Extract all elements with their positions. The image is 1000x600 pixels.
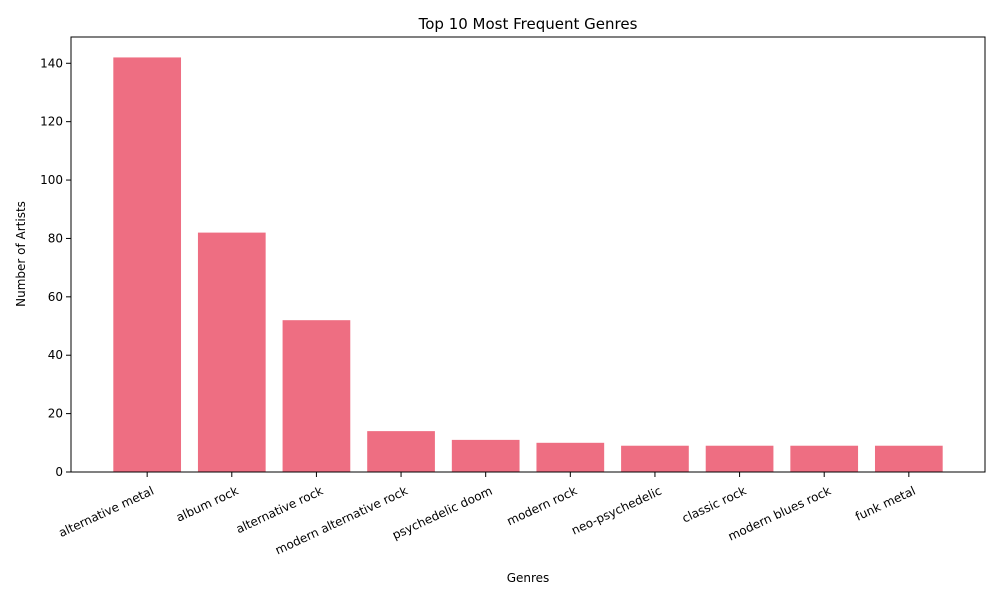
bar-funk-metal [874, 445, 943, 472]
y-tick-label: 100 [40, 173, 63, 187]
plot-frame [70, 36, 986, 473]
x-tick-label: classic rock [680, 484, 749, 526]
y-tick-label: 0 [55, 465, 63, 479]
x-tick-label: funk metal [853, 484, 918, 524]
y-tick-label: 60 [48, 290, 63, 304]
bar-modern-rock [536, 442, 605, 472]
x-tick-label: modern rock [505, 484, 580, 529]
bar-psychedelic-doom [451, 439, 520, 472]
x-tick-label: alternative metal [56, 484, 156, 540]
bar-alternative-metal [113, 57, 182, 472]
y-tick-label: 140 [40, 56, 63, 70]
y-tick-label: 80 [48, 231, 63, 245]
chart-title: Top 10 Most Frequent Genres [418, 15, 638, 33]
bar-classic-rock [705, 445, 774, 472]
bar-album-rock [197, 232, 266, 472]
x-tick-label: album rock [174, 484, 241, 525]
y-tick-label: 20 [48, 407, 63, 421]
bar-alternative-rock [282, 320, 351, 472]
bar-neo-psychedelic [621, 445, 689, 472]
x-tick-label: neo-psychedelic [569, 484, 663, 538]
bar-modern-alternative-rock [367, 431, 435, 472]
y-axis-label: Number of Artists [14, 201, 28, 307]
bar-modern-blues-rock [790, 445, 859, 472]
y-tick-label: 120 [40, 115, 63, 129]
y-axis: 0 20 40 60 80 100 120 140 [40, 56, 71, 479]
bars-group [113, 57, 943, 472]
x-axis-label: Genres [507, 571, 550, 585]
y-tick-label: 40 [48, 348, 63, 362]
